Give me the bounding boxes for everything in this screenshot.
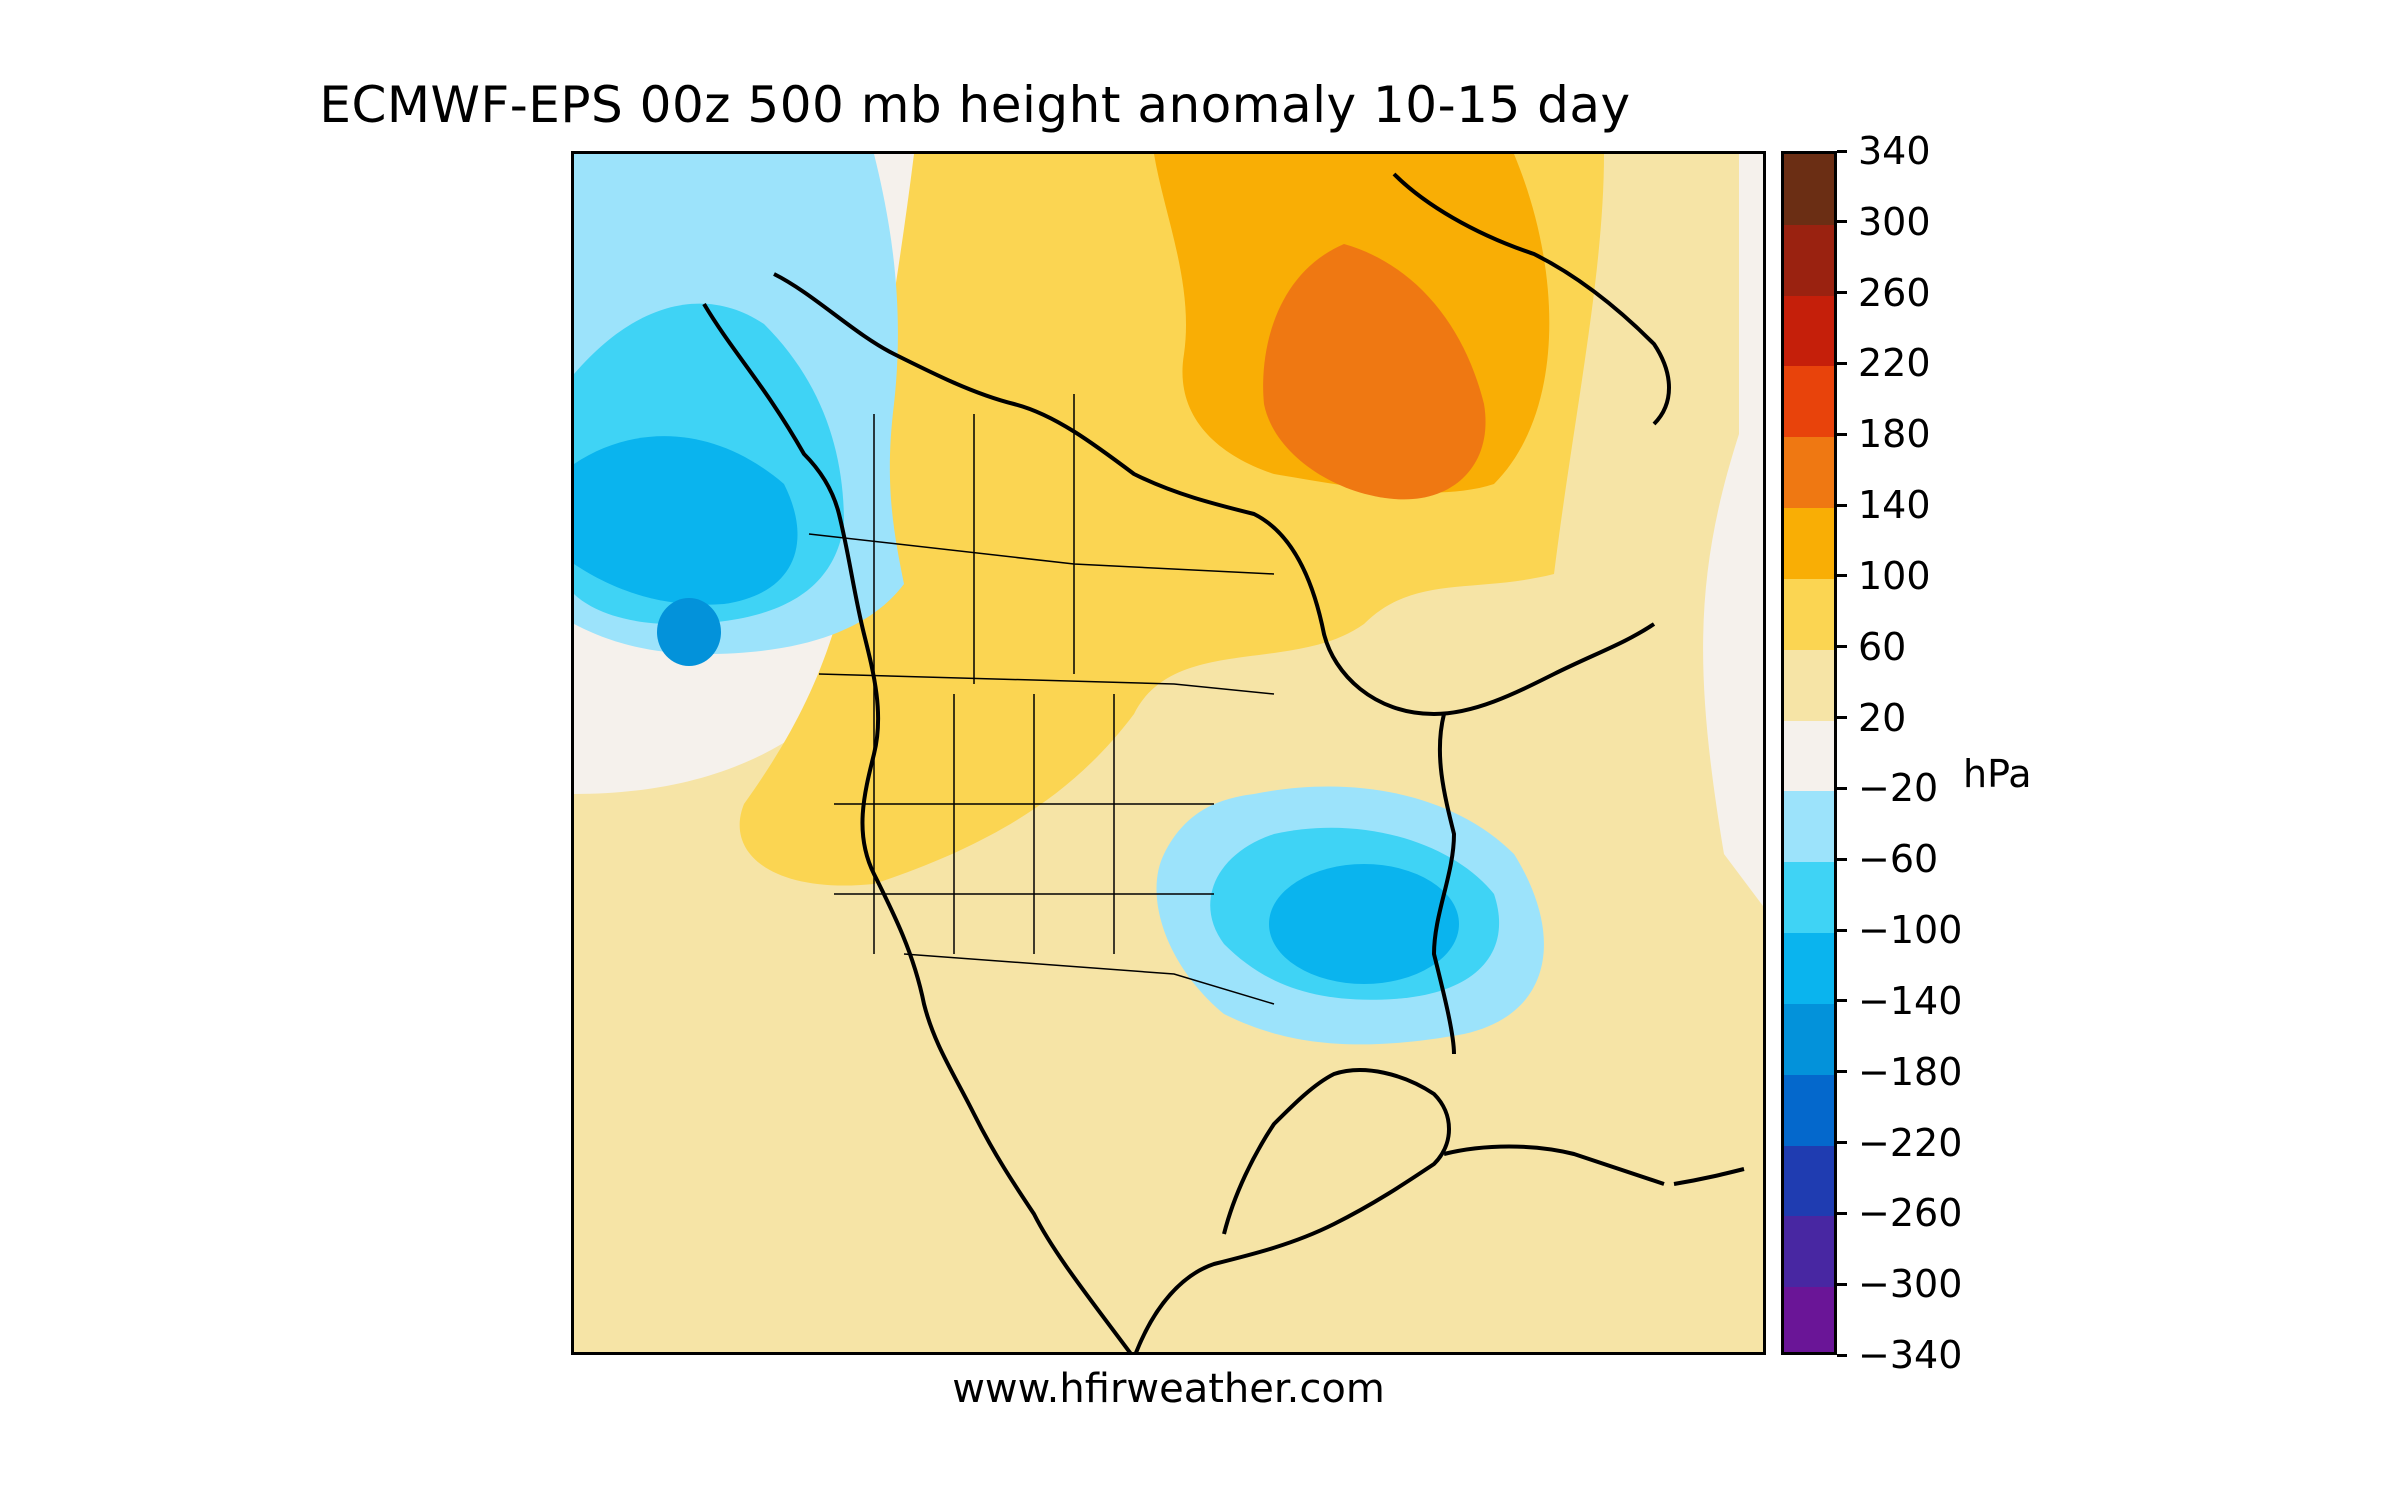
colorbar-segment (1784, 791, 1834, 864)
source-credit: www.hfirweather.com (952, 1366, 1385, 1412)
colorbar-tick (1837, 220, 1847, 224)
colorbar-tick (1837, 786, 1847, 790)
coastlines (702, 172, 1745, 1352)
colorbar-tick-label: −300 (1858, 1262, 1963, 1307)
colorbar-segment (1784, 649, 1834, 722)
colorbar-tick-label: −60 (1858, 837, 1939, 882)
colorbar-tick-label: −100 (1858, 908, 1963, 953)
positive-anomaly-fills (574, 154, 1763, 1352)
colorbar-segment (1784, 295, 1834, 368)
colorbar-segment (1784, 1216, 1834, 1289)
colorbar-segment (1784, 437, 1834, 510)
colorbar-tick-label: 60 (1858, 624, 1907, 669)
colorbar-tick (1837, 999, 1847, 1003)
colorbar-tick-label: −220 (1858, 1120, 1963, 1165)
colorbar-tick-label: −260 (1858, 1191, 1963, 1236)
colorbar-tick-label: 100 (1858, 553, 1931, 598)
political-borders (808, 394, 1275, 1005)
colorbar-tick-label: −20 (1858, 766, 1939, 811)
colorbar-tick (1837, 716, 1847, 720)
colorbar-tick-label: 300 (1858, 199, 1931, 244)
colorbar-segment (1784, 508, 1834, 580)
colorbar-tick (1837, 1353, 1847, 1357)
colorbar-segment (1784, 933, 1834, 1005)
anomaly-map (571, 151, 1766, 1355)
colorbar-segment (1784, 862, 1834, 935)
colorbar-tick (1837, 1211, 1847, 1215)
colorbar-tick (1837, 1141, 1847, 1145)
colorbar-segment (1784, 1145, 1834, 1218)
colorbar-units-label: hPa (1963, 752, 2032, 796)
colorbar-segment (1784, 1074, 1834, 1147)
colorbar-tick (1837, 857, 1847, 861)
colorbar-tick (1837, 928, 1847, 932)
colorbar-tick-label: 220 (1858, 341, 1931, 386)
colorbar-tick-label: 180 (1858, 412, 1931, 457)
colorbar-tick (1837, 645, 1847, 649)
colorbar-segment (1784, 224, 1834, 297)
colorbar-tick (1837, 361, 1847, 365)
colorbar-tick-label: 340 (1858, 129, 1931, 173)
colorbar-tick (1837, 1282, 1847, 1286)
colorbar-tick-label: 140 (1858, 483, 1931, 528)
colorbar-tick-label: −140 (1858, 978, 1963, 1023)
colorbar-segment (1784, 578, 1834, 651)
colorbar-tick-label: 260 (1858, 270, 1931, 315)
colorbar-tick-label: 20 (1858, 695, 1907, 740)
colorbar-tick (1837, 432, 1847, 436)
colorbar-tick (1837, 149, 1847, 153)
colorbar-segment (1784, 154, 1834, 226)
colorbar-tick (1837, 291, 1847, 295)
colorbar-segment (1784, 720, 1834, 793)
colorbar-segment (1784, 1287, 1834, 1352)
colorbar (1781, 151, 1837, 1355)
colorbar-segment (1784, 366, 1834, 439)
colorbar-segment (1784, 1003, 1834, 1076)
colorbar-tick-label: −180 (1858, 1049, 1963, 1094)
colorbar-tick (1837, 574, 1847, 578)
negative-anomaly-fills (574, 154, 1544, 1045)
colorbar-tick (1837, 1070, 1847, 1074)
colorbar-tick (1837, 503, 1847, 507)
colorbar-tick-label: −340 (1858, 1333, 1963, 1377)
map-canvas (574, 154, 1763, 1352)
chart-title: ECMWF-EPS 00z 500 mb height anomaly 10-1… (319, 76, 1631, 134)
